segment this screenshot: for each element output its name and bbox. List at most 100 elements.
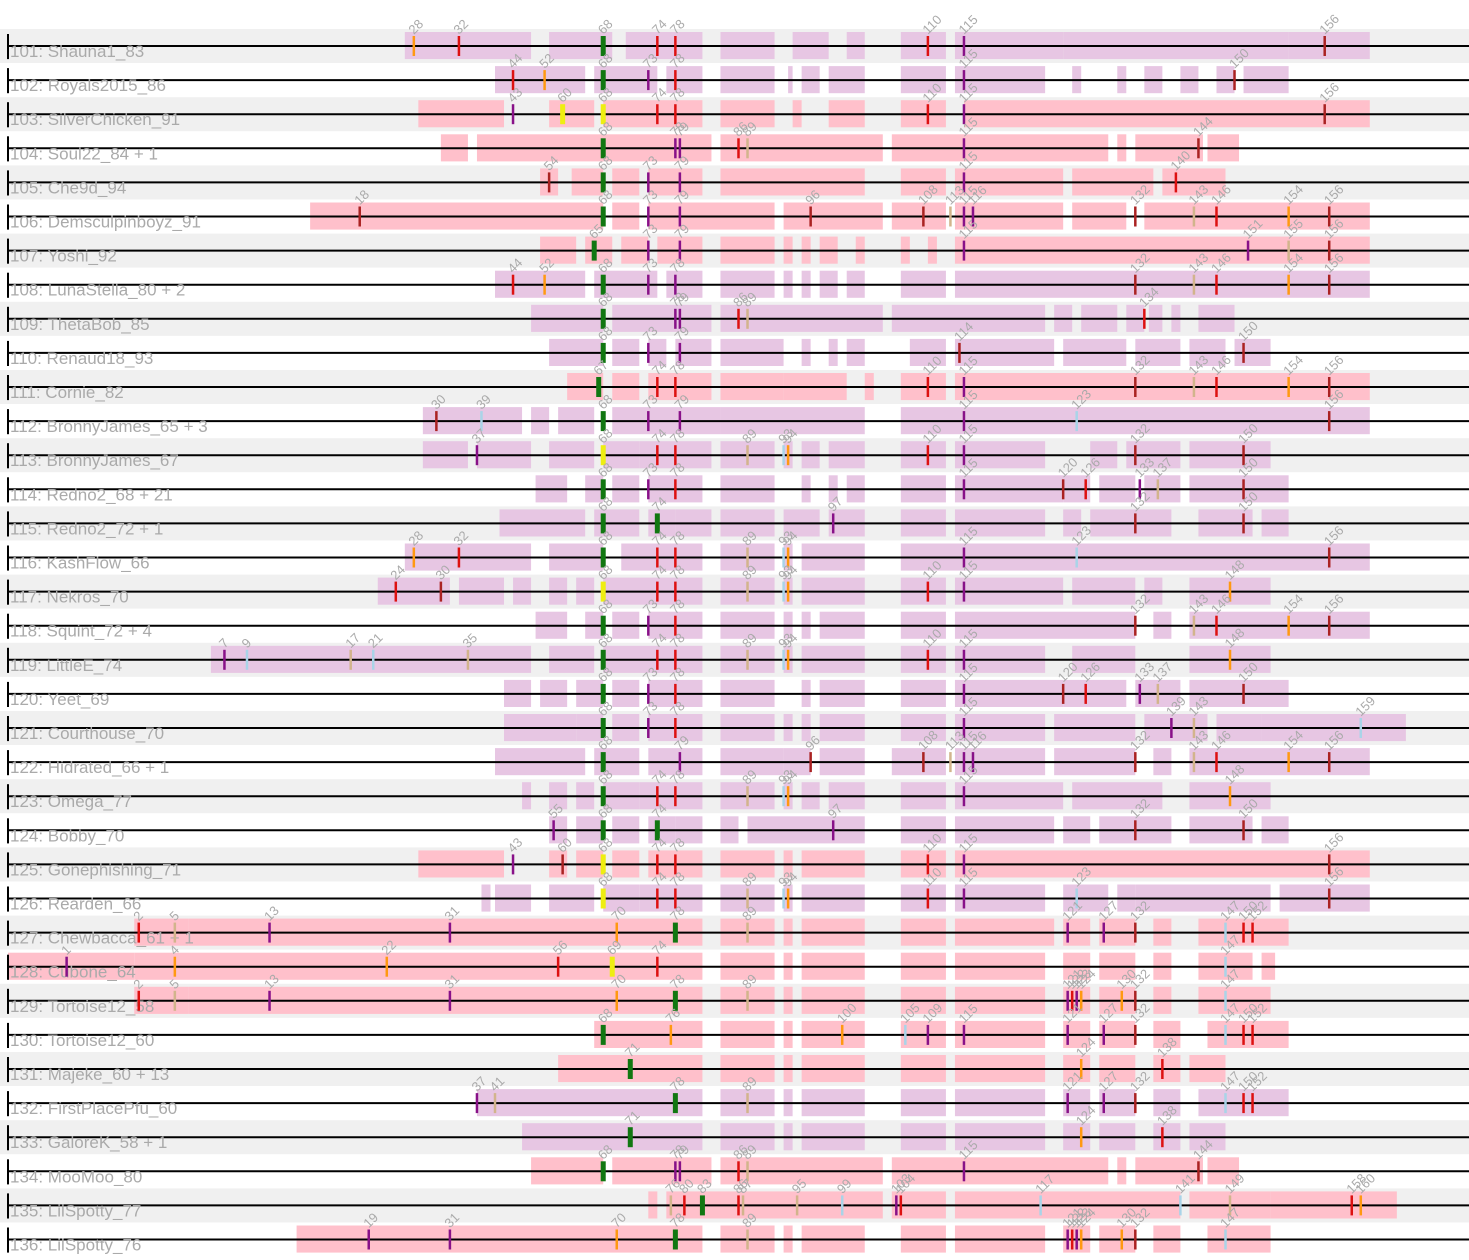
variant-marker: [737, 1161, 740, 1182]
variant-marker: [737, 308, 740, 329]
variant-marker: [627, 1127, 633, 1148]
variant-marker: [746, 1229, 749, 1250]
variant-marker: [600, 615, 606, 636]
track-label: 118: Squint_72 + 4: [10, 622, 152, 641]
variant-marker: [600, 581, 606, 602]
variant-marker: [746, 308, 749, 329]
track-label: 126: Rearden_66: [10, 895, 141, 914]
variant-marker: [600, 274, 606, 295]
track-label: 135: LilSpotty_77: [10, 1201, 141, 1220]
variant-marker: [647, 206, 650, 227]
variant-marker: [926, 649, 930, 670]
variant-marker: [737, 1195, 740, 1216]
variant-marker: [173, 922, 177, 943]
variant-marker: [600, 172, 606, 193]
variant-marker: [615, 922, 618, 943]
variant-marker: [674, 274, 677, 295]
variant-marker: [672, 1093, 678, 1114]
variant-marker: [1242, 445, 1245, 466]
variant-marker: [1327, 377, 1331, 397]
track-label: 121: Courthouse_70: [10, 724, 164, 743]
variant-marker: [1084, 479, 1087, 500]
variant-marker: [1134, 445, 1137, 466]
variant-marker: [831, 820, 835, 841]
variant-marker: [678, 172, 682, 193]
track-label: 125: Gonephishing_71: [10, 860, 181, 879]
variant-marker: [1224, 1229, 1227, 1250]
variant-marker: [926, 1024, 930, 1045]
variant-marker: [600, 342, 606, 363]
variant-marker: [962, 854, 966, 875]
variant-marker: [1161, 1127, 1164, 1148]
variant-marker: [600, 547, 606, 568]
variant-marker: [647, 240, 650, 261]
variant-marker: [962, 1161, 966, 1182]
variant-marker: [1287, 752, 1290, 773]
variant-marker: [1156, 683, 1160, 704]
variant-marker: [1327, 615, 1331, 636]
variant-marker: [746, 445, 749, 466]
variant-marker: [746, 581, 749, 602]
variant-marker: [1075, 888, 1078, 909]
variant-marker: [962, 411, 966, 432]
variant-marker: [1224, 990, 1227, 1011]
variant-marker: [962, 206, 966, 227]
track-label: 114: Redno2_68 + 21: [10, 485, 173, 504]
variant-marker: [1251, 922, 1254, 943]
variant-marker: [137, 922, 141, 943]
variant-marker: [672, 990, 678, 1011]
variant-marker: [786, 581, 790, 602]
variant-marker: [962, 377, 966, 397]
variant-marker: [1228, 581, 1232, 602]
variant-marker: [511, 104, 515, 125]
variant-marker: [656, 104, 659, 125]
variant-marker: [782, 581, 785, 602]
variant-marker: [1156, 479, 1160, 500]
variant-marker: [475, 445, 479, 466]
variant-marker: [678, 240, 682, 261]
variant-marker: [600, 411, 606, 432]
variant-marker: [647, 70, 650, 91]
track-label: 107: Yoshi_92: [10, 247, 117, 266]
variant-marker: [1061, 479, 1065, 500]
track-label: 103: SilverChicken_91: [10, 110, 180, 129]
variant-marker: [1134, 922, 1137, 943]
variant-marker: [1251, 1093, 1254, 1114]
variant-marker: [899, 1195, 903, 1216]
variant-marker: [448, 922, 452, 943]
track-label: 124: Bobby_70: [10, 826, 124, 845]
variant-marker: [647, 718, 650, 738]
variant-marker: [475, 1093, 479, 1114]
track-label: 132: FirstPlacePfu_60: [10, 1099, 177, 1118]
variant-marker: [1215, 752, 1218, 773]
variant-marker: [962, 1024, 966, 1045]
variant-marker: [971, 206, 975, 227]
variant-marker: [1359, 718, 1363, 738]
variant-marker: [1215, 274, 1218, 295]
variant-marker: [647, 274, 650, 295]
variant-marker: [654, 820, 660, 841]
variant-marker: [962, 104, 966, 125]
variant-marker: [1070, 1229, 1074, 1250]
variant-marker: [1061, 683, 1065, 704]
track-label: 134: MooMoo_80: [10, 1167, 142, 1186]
variant-marker: [1224, 956, 1227, 977]
track-label: 115: Redno2_72 + 1: [10, 519, 163, 538]
variant-marker: [1079, 1229, 1083, 1250]
variant-marker: [1327, 752, 1331, 773]
variant-marker: [1197, 1161, 1200, 1182]
variant-marker: [678, 308, 682, 329]
variant-marker: [699, 1195, 705, 1216]
variant-marker: [1070, 990, 1074, 1011]
